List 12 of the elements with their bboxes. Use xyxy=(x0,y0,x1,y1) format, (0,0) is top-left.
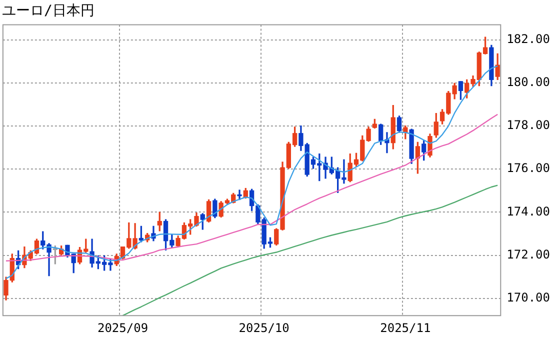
candlestick xyxy=(237,190,242,200)
y-tick-label: 174.00 xyxy=(506,204,550,218)
y-tick-label: 180.00 xyxy=(506,75,550,90)
x-tick-label: 2025/11 xyxy=(380,320,431,335)
y-tick-label: 182.00 xyxy=(506,32,550,46)
x-tick-label: 2025/10 xyxy=(238,320,290,335)
y-tick-label: 170.00 xyxy=(506,290,550,304)
y-tick-label: 176.00 xyxy=(506,161,550,176)
y-tick-label: 172.00 xyxy=(506,247,550,262)
x-tick-label: 2025/09 xyxy=(97,320,148,335)
chart-title: ユーロ/日本円 xyxy=(2,3,94,20)
y-tick-label: 178.00 xyxy=(506,118,550,132)
